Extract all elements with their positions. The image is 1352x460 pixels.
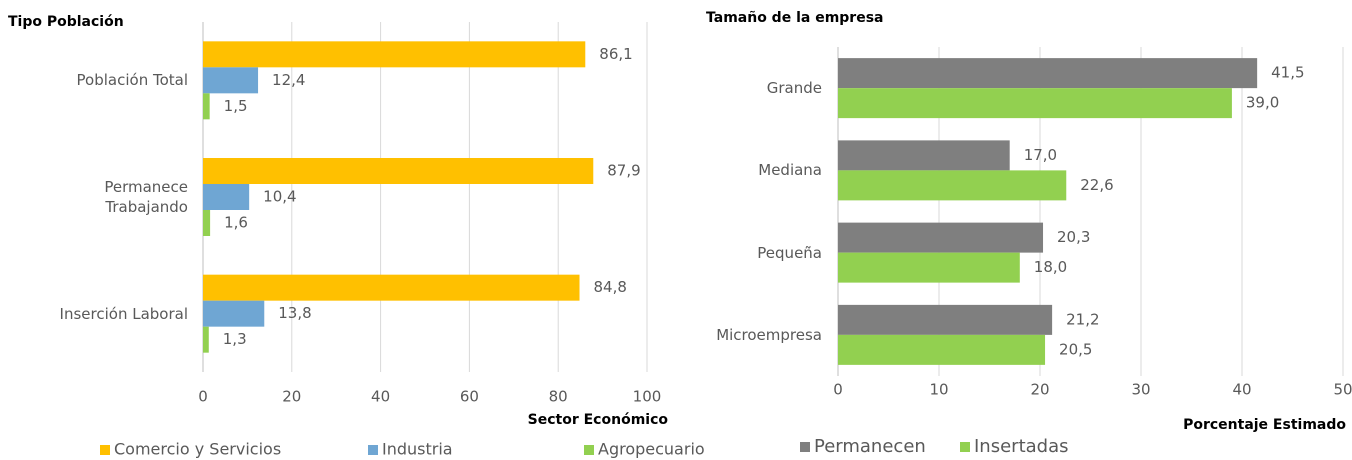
bar	[838, 252, 1020, 283]
bar	[838, 304, 1053, 335]
legend-swatch	[100, 445, 110, 455]
value-label: 41,5	[1271, 64, 1304, 82]
bar	[203, 41, 586, 68]
bar	[203, 67, 259, 94]
x-tick-label: 0	[833, 381, 843, 399]
chart-title: Tipo Población	[8, 14, 124, 30]
bar	[838, 222, 1044, 253]
value-label: 10,4	[263, 188, 296, 206]
bar	[203, 158, 594, 184]
value-label: 17,0	[1024, 146, 1057, 164]
bar	[203, 274, 580, 301]
x-tick-label: 80	[549, 388, 568, 406]
value-label: 1,3	[223, 330, 247, 348]
x-tick-label: 40	[1232, 381, 1251, 399]
value-label: 39,0	[1246, 94, 1279, 112]
x-tick-label: 30	[1131, 381, 1150, 399]
value-label: 20,3	[1057, 228, 1090, 246]
legend-swatch	[368, 445, 378, 455]
bar	[838, 334, 1046, 365]
value-label: 84,8	[594, 278, 627, 296]
x-tick-label: 60	[460, 388, 479, 406]
bar	[838, 140, 1010, 171]
y-tick-label: Mediana	[758, 161, 822, 180]
legend-swatch	[960, 442, 970, 452]
value-label: 18,0	[1034, 258, 1067, 276]
bar	[203, 93, 210, 120]
value-label: 22,6	[1080, 176, 1113, 194]
x-tick-label: 40	[371, 388, 390, 406]
bar	[203, 300, 265, 327]
x-tick-label: 20	[282, 388, 301, 406]
x-tick-label: 10	[929, 381, 948, 399]
value-label: 87,9	[607, 162, 640, 180]
y-tick-label: Microempresa	[716, 325, 822, 344]
y-tick-label: Pequeña	[757, 243, 822, 262]
bar	[838, 88, 1232, 119]
chart-title: Tamaño de la empresa	[706, 10, 883, 26]
y-tick-label: Grande	[766, 79, 822, 98]
legend-label: Comercio y Servicios	[114, 440, 281, 459]
value-label: 13,8	[278, 304, 311, 322]
value-label: 1,5	[224, 97, 248, 115]
x-tick-label: 20	[1030, 381, 1049, 399]
x-axis-title: Porcentaje Estimado	[1183, 417, 1346, 433]
legend-label: Insertadas	[974, 436, 1069, 457]
y-tick-label: Población Total	[76, 71, 188, 90]
value-label: 86,1	[599, 45, 632, 63]
x-tick-label: 100	[633, 388, 662, 406]
value-label: 1,6	[224, 214, 248, 232]
value-label: 21,2	[1066, 310, 1099, 328]
bar	[203, 184, 250, 210]
y-tick-label: Permanece Trabajando	[104, 178, 188, 216]
legend-swatch	[584, 445, 594, 455]
legend-swatch	[800, 442, 810, 452]
bar	[838, 170, 1067, 201]
x-tick-label: 50	[1333, 381, 1352, 399]
legend-label: Agropecuario	[598, 440, 705, 459]
value-label: 12,4	[272, 71, 305, 89]
bar	[838, 58, 1258, 89]
legend-label: Industria	[382, 440, 453, 459]
bar	[203, 326, 209, 353]
y-tick-label: Inserción Laboral	[59, 304, 188, 323]
bar	[203, 210, 211, 236]
x-axis-title: Sector Económico	[528, 412, 669, 428]
value-label: 20,5	[1059, 340, 1092, 358]
x-tick-label: 0	[198, 388, 208, 406]
legend-label: Permanecen	[814, 436, 926, 457]
